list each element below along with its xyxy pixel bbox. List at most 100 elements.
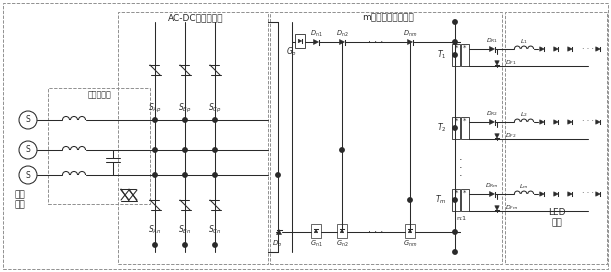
Text: *: * <box>463 190 467 196</box>
Bar <box>452 117 460 139</box>
Text: $D_{F1}$: $D_{F1}$ <box>505 58 517 67</box>
Polygon shape <box>495 134 499 138</box>
Circle shape <box>276 173 280 177</box>
Text: $S_{Bn}$: $S_{Bn}$ <box>178 224 192 236</box>
Circle shape <box>153 118 157 122</box>
Text: · · ·: · · · <box>582 118 594 126</box>
Text: $D_{R1}$: $D_{R1}$ <box>486 36 498 45</box>
Text: m组双管正激变换器: m组双管正激变换器 <box>362 14 414 23</box>
Circle shape <box>183 118 187 122</box>
Text: $D_{R2}$: $D_{R2}$ <box>486 110 498 118</box>
Text: LED
灯具: LED 灯具 <box>548 208 566 228</box>
Circle shape <box>183 148 187 152</box>
Text: *: * <box>455 190 459 196</box>
Polygon shape <box>314 229 318 233</box>
Text: $L_2$: $L_2$ <box>520 110 528 119</box>
Circle shape <box>213 148 217 152</box>
Circle shape <box>183 243 187 247</box>
Text: $D_{Fm}$: $D_{Fm}$ <box>505 203 518 212</box>
Circle shape <box>153 148 157 152</box>
Text: ·
·
·: · · · <box>459 155 463 181</box>
Polygon shape <box>568 120 573 124</box>
Polygon shape <box>277 230 282 234</box>
Polygon shape <box>596 120 600 124</box>
Text: $G_{n1}$: $G_{n1}$ <box>310 239 323 249</box>
Bar <box>337 224 347 238</box>
Text: $D_{n1}$: $D_{n1}$ <box>310 29 322 39</box>
Text: *: * <box>463 118 467 124</box>
Polygon shape <box>489 119 494 125</box>
Polygon shape <box>408 229 412 233</box>
Text: $G_{nm}$: $G_{nm}$ <box>403 239 417 249</box>
Bar <box>461 189 469 211</box>
Circle shape <box>453 230 457 234</box>
Polygon shape <box>596 47 600 51</box>
Text: *: * <box>463 45 467 51</box>
Text: *: * <box>455 45 459 51</box>
Text: $T_2$: $T_2$ <box>437 122 447 134</box>
Circle shape <box>453 40 457 44</box>
Circle shape <box>340 148 344 152</box>
Polygon shape <box>540 47 544 51</box>
Bar <box>295 34 305 48</box>
Bar <box>452 44 460 66</box>
Polygon shape <box>495 206 499 210</box>
Bar <box>48 88 150 204</box>
Text: $S_{An}$: $S_{An}$ <box>148 224 162 236</box>
Polygon shape <box>568 47 573 51</box>
Polygon shape <box>540 120 544 124</box>
Circle shape <box>213 243 217 247</box>
Circle shape <box>453 126 457 130</box>
Circle shape <box>453 20 457 24</box>
Text: · · ·: · · · <box>368 37 384 47</box>
Polygon shape <box>554 47 558 51</box>
Text: *: * <box>455 118 459 124</box>
Text: $T_1$: $T_1$ <box>437 49 447 61</box>
Text: n:1: n:1 <box>456 215 466 221</box>
Polygon shape <box>408 39 412 45</box>
Text: 三相
电源: 三相 电源 <box>15 190 26 210</box>
Polygon shape <box>340 39 345 45</box>
Bar <box>311 224 321 238</box>
Polygon shape <box>495 61 499 65</box>
Circle shape <box>153 173 157 177</box>
Text: $G_p$: $G_p$ <box>287 45 298 58</box>
Text: $D_{F2}$: $D_{F2}$ <box>505 132 517 140</box>
Text: S: S <box>26 116 31 125</box>
Text: S: S <box>26 146 31 154</box>
Text: $L_m$: $L_m$ <box>519 183 529 191</box>
Text: $S_{Cn}$: $S_{Cn}$ <box>208 224 222 236</box>
Circle shape <box>183 173 187 177</box>
Text: $D_p$: $D_p$ <box>272 238 282 250</box>
Bar <box>452 189 460 211</box>
Circle shape <box>453 198 457 202</box>
Polygon shape <box>540 192 544 196</box>
Polygon shape <box>313 39 318 45</box>
Polygon shape <box>568 192 573 196</box>
Bar <box>461 117 469 139</box>
Text: $L_1$: $L_1$ <box>520 38 528 47</box>
Polygon shape <box>489 47 494 51</box>
Text: $D_{n2}$: $D_{n2}$ <box>335 29 348 39</box>
Text: S: S <box>26 171 31 180</box>
Polygon shape <box>554 192 558 196</box>
Text: AC-DC矩阵变换器: AC-DC矩阵变换器 <box>168 14 224 23</box>
Circle shape <box>213 118 217 122</box>
Bar <box>405 224 415 238</box>
Polygon shape <box>554 120 558 124</box>
Circle shape <box>453 250 457 254</box>
Bar <box>461 44 469 66</box>
Text: $D_{nm}$: $D_{nm}$ <box>403 29 417 39</box>
Text: · · ·: · · · <box>582 190 594 199</box>
Polygon shape <box>489 191 494 196</box>
Polygon shape <box>298 39 302 43</box>
Circle shape <box>213 173 217 177</box>
Text: · · ·: · · · <box>582 45 594 54</box>
Text: $S_{Bp}$: $S_{Bp}$ <box>178 101 192 115</box>
Text: $S_{Ap}$: $S_{Ap}$ <box>148 101 162 115</box>
Bar <box>118 12 268 264</box>
Circle shape <box>408 198 412 202</box>
Text: $T_m$: $T_m$ <box>436 194 447 206</box>
Text: 输入滤波器: 输入滤波器 <box>88 91 112 100</box>
Polygon shape <box>596 192 600 196</box>
